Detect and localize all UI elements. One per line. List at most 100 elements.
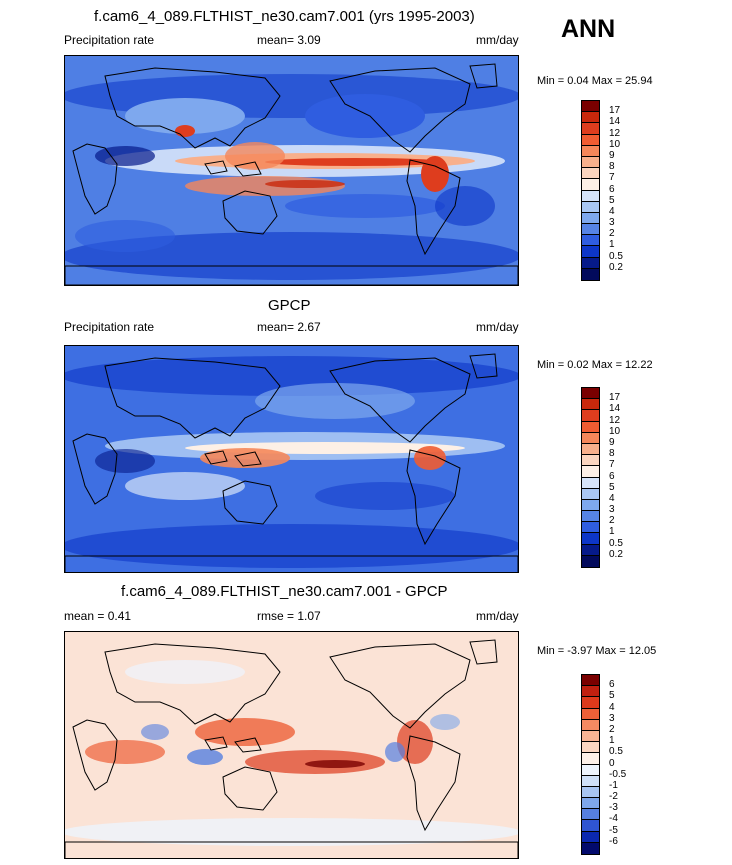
panel3-map	[64, 631, 519, 859]
colorbar-tick-label: -5	[609, 824, 618, 836]
colorbar-tick-label: 10	[609, 425, 621, 437]
colorbar-swatch	[582, 201, 599, 213]
panel2-left-label: Precipitation rate	[64, 320, 155, 334]
map-field	[65, 56, 518, 285]
panel3-minmax: Min = -3.97 Max = 12.05	[537, 645, 657, 657]
colorbar-swatch	[582, 466, 599, 478]
panel2-units-label: mm/day	[476, 320, 519, 334]
panel2-minmax: Min = 0.02 Max = 12.22	[537, 359, 653, 371]
colorbar-tick-label: 6	[609, 470, 615, 482]
colorbar-swatch	[582, 168, 599, 180]
panel3-mean-label: mean = 0.41	[64, 609, 132, 623]
panel1-mean-label: mean= 3.09	[257, 33, 321, 47]
colorbar-tick-label: 3	[609, 712, 615, 724]
colorbar-swatch	[582, 268, 599, 280]
colorbar-tick-label: 8	[609, 448, 615, 460]
colorbar-tick-label: 4	[609, 205, 615, 217]
colorbar-tick-label: 4	[609, 701, 615, 713]
colorbar-swatch	[582, 499, 599, 512]
colorbar-tick-label: -0.5	[609, 768, 627, 780]
panel1-minmax: Min = 0.04 Max = 25.94	[537, 75, 653, 87]
colorbar-swatch	[582, 675, 599, 687]
colorbar-tick-label: 8	[609, 161, 615, 173]
colorbar-swatch	[582, 831, 599, 843]
panel1-left-label: Precipitation rate	[64, 33, 155, 47]
colorbar-swatch	[582, 246, 599, 258]
colorbar-tick-label: 1	[609, 526, 615, 538]
colorbar-tick-label: -1	[609, 779, 618, 791]
colorbar-swatch	[582, 235, 599, 247]
colorbar-swatch	[582, 123, 599, 135]
colorbar-tick-label: 7	[609, 172, 615, 184]
panel2-colorbar	[581, 387, 600, 568]
colorbar-swatch	[582, 842, 599, 854]
colorbar-tick-label: 0.2	[609, 548, 623, 560]
colorbar-tick-label: 14	[609, 116, 621, 128]
colorbar-swatch	[582, 809, 599, 821]
colorbar-tick-label: 10	[609, 138, 621, 150]
colorbar-swatch	[582, 742, 599, 754]
colorbar-swatch	[582, 820, 599, 832]
colorbar-swatch	[582, 533, 599, 545]
colorbar-swatch	[582, 708, 599, 720]
panel3-units-label: mm/day	[476, 609, 519, 623]
colorbar-swatch	[582, 145, 599, 157]
map-field	[65, 632, 518, 858]
colorbar-tick-label: 9	[609, 149, 615, 161]
colorbar-tick-label: 0.2	[609, 261, 623, 273]
colorbar-swatch	[582, 399, 599, 411]
coastlines	[65, 353, 518, 572]
colorbar-tick-label: 0.5	[609, 746, 623, 758]
colorbar-swatch	[582, 686, 599, 698]
coastlines	[65, 63, 518, 285]
colorbar-tick-label: 2	[609, 228, 615, 240]
panel1-units-label: mm/day	[476, 33, 519, 47]
colorbar-swatch	[582, 410, 599, 422]
colorbar-tick-label: 5	[609, 481, 615, 493]
colorbar-swatch	[582, 212, 599, 225]
colorbar-swatch	[582, 730, 599, 743]
colorbar-swatch	[582, 421, 599, 433]
colorbar-tick-label: 2	[609, 515, 615, 527]
colorbar-swatch	[582, 257, 599, 269]
colorbar-swatch	[582, 555, 599, 567]
panel3-rmse-label: rmse = 1.07	[257, 609, 321, 623]
colorbar-swatch	[582, 156, 599, 169]
panel2-map	[64, 345, 519, 573]
season-label: ANN	[561, 15, 616, 43]
colorbar-swatch	[582, 134, 599, 146]
colorbar-swatch	[582, 798, 599, 810]
colorbar-swatch	[582, 764, 599, 776]
colorbar-swatch	[582, 775, 599, 787]
colorbar-swatch	[582, 477, 599, 489]
colorbar-tick-label: 14	[609, 403, 621, 415]
colorbar-swatch	[582, 432, 599, 444]
panel1-title: f.cam6_4_089.FLTHIST_ne30.cam7.001 (yrs …	[94, 8, 475, 25]
colorbar-swatch	[582, 786, 599, 799]
colorbar-swatch	[582, 522, 599, 534]
colorbar-tick-label: 2	[609, 723, 615, 735]
panel1-colorbar	[581, 100, 600, 281]
panel2-title: GPCP	[268, 297, 311, 314]
panel2-mean-label: mean= 2.67	[257, 320, 321, 334]
colorbar-tick-label: 3	[609, 504, 615, 516]
colorbar-tick-label: 3	[609, 217, 615, 229]
panel1-map	[64, 55, 519, 286]
colorbar-swatch	[582, 443, 599, 456]
colorbar-swatch	[582, 544, 599, 556]
map-field	[65, 346, 518, 572]
panel3-colorbar	[581, 674, 600, 855]
colorbar-swatch	[582, 511, 599, 523]
panel3-title: f.cam6_4_089.FLTHIST_ne30.cam7.001 - GPC…	[121, 583, 448, 600]
colorbar-tick-label: 17	[609, 392, 621, 404]
colorbar-tick-label: -6	[609, 835, 618, 847]
colorbar-tick-label: 12	[609, 127, 621, 139]
colorbar-tick-label: 7	[609, 459, 615, 471]
colorbar-swatch	[582, 101, 599, 113]
colorbar-tick-label: 9	[609, 436, 615, 448]
colorbar-tick-label: 5	[609, 194, 615, 206]
colorbar-tick-label: 0.5	[609, 537, 623, 549]
colorbar-swatch	[582, 753, 599, 765]
colorbar-tick-label: 0	[609, 757, 615, 769]
colorbar-tick-label: 1	[609, 735, 615, 747]
